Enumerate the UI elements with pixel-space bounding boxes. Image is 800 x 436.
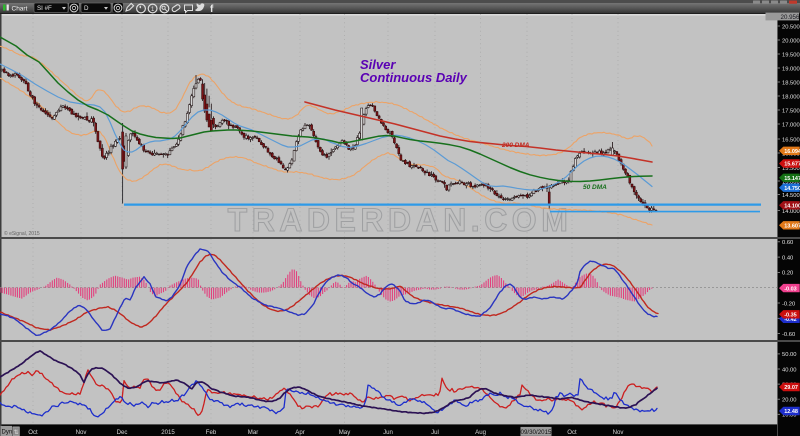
svg-text:19.000: 19.000	[782, 66, 800, 72]
svg-text:2015: 2015	[161, 429, 175, 436]
svg-text:20.00: 20.00	[782, 398, 797, 404]
svg-text:20.956: 20.956	[781, 14, 800, 21]
svg-text:0.20: 0.20	[782, 271, 793, 277]
svg-text:50 DMA: 50 DMA	[583, 184, 607, 191]
svg-text:Feb: Feb	[206, 429, 217, 436]
svg-text:50.00: 50.00	[782, 352, 797, 358]
svg-text:May: May	[339, 429, 351, 436]
svg-text:f: f	[210, 4, 214, 15]
svg-text:0.40: 0.40	[782, 255, 793, 261]
svg-text:19.500: 19.500	[782, 52, 800, 58]
svg-text:14.500: 14.500	[782, 193, 800, 199]
svg-text:SI #F: SI #F	[37, 5, 52, 12]
svg-text:Chart: Chart	[12, 6, 28, 13]
svg-text:-0.03: -0.03	[784, 286, 797, 292]
svg-text:10.00: 10.00	[782, 413, 797, 419]
svg-text:-0.20: -0.20	[782, 301, 795, 307]
svg-text:17.500: 17.500	[782, 108, 800, 114]
svg-text:Nov: Nov	[76, 429, 88, 436]
svg-text:09/30/2015: 09/30/2015	[521, 429, 553, 436]
svg-text:Dyn: Dyn	[2, 430, 13, 436]
svg-text:14.100: 14.100	[784, 204, 800, 210]
svg-text:Oct: Oct	[28, 429, 38, 436]
svg-text:15.000: 15.000	[782, 179, 800, 185]
svg-text:0.60: 0.60	[782, 240, 793, 246]
svg-text:1: 1	[151, 7, 155, 13]
svg-text:Apr: Apr	[295, 429, 304, 436]
svg-text:Oct: Oct	[567, 429, 577, 436]
svg-text:-0.60: -0.60	[782, 332, 795, 338]
svg-text:12.48: 12.48	[784, 409, 798, 415]
svg-text:15.147: 15.147	[784, 176, 800, 182]
svg-text:D: D	[84, 5, 89, 12]
svg-text:16.094: 16.094	[784, 149, 800, 155]
svg-text:13.607: 13.607	[784, 224, 800, 230]
svg-text:18.000: 18.000	[782, 94, 800, 100]
svg-text:15.500: 15.500	[782, 166, 800, 172]
svg-text:Jun: Jun	[383, 429, 393, 436]
svg-text:Nov: Nov	[613, 429, 625, 436]
svg-text:14.000: 14.000	[782, 209, 800, 215]
svg-text:⇅: ⇅	[14, 430, 19, 436]
svg-text:-0.42: -0.42	[784, 317, 797, 323]
svg-text:15.677: 15.677	[784, 162, 800, 168]
svg-text:14.750: 14.750	[784, 186, 800, 192]
svg-text:16.500: 16.500	[782, 137, 800, 143]
svg-text:Continuous Daily: Continuous Daily	[360, 70, 468, 85]
svg-text:18.500: 18.500	[782, 80, 800, 86]
svg-text:© eSignal, 2015: © eSignal, 2015	[4, 230, 40, 237]
svg-text:29.07: 29.07	[784, 385, 798, 391]
svg-text:20.500: 20.500	[782, 24, 800, 30]
svg-text:Mar: Mar	[248, 429, 259, 436]
svg-text:20.000: 20.000	[782, 38, 800, 44]
svg-text:-0.35: -0.35	[784, 313, 797, 319]
svg-text:200 DMA: 200 DMA	[501, 142, 530, 149]
svg-text:Dec: Dec	[117, 429, 128, 436]
svg-text:Jul: Jul	[431, 429, 439, 436]
svg-text:40.00: 40.00	[782, 367, 797, 373]
svg-text:Aug: Aug	[475, 429, 486, 436]
svg-text:TRADERDAN.COM: TRADERDAN.COM	[228, 202, 573, 238]
svg-text:Silver: Silver	[360, 57, 396, 72]
svg-text:17.000: 17.000	[782, 122, 800, 128]
